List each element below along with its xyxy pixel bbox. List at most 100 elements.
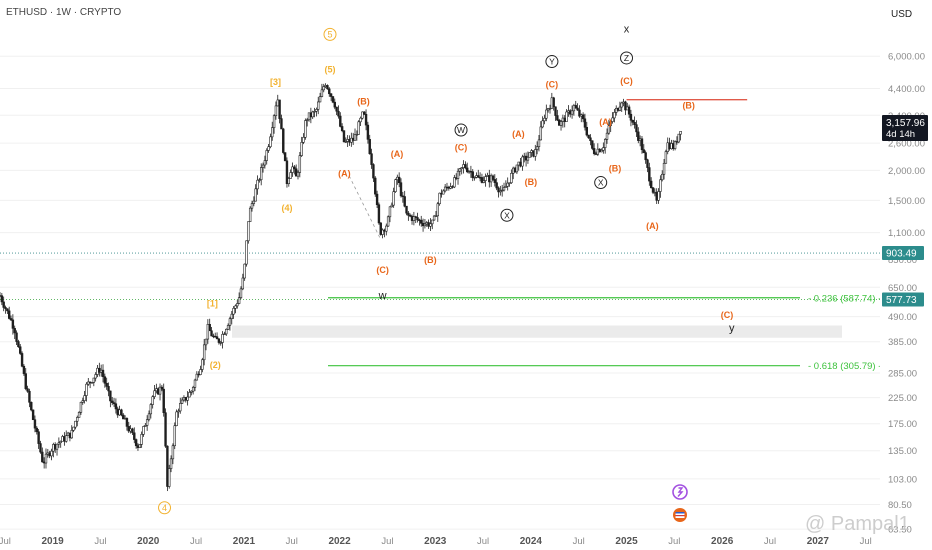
candle-body bbox=[567, 110, 570, 113]
current-price-tag bbox=[882, 114, 928, 141]
candle-body bbox=[513, 167, 517, 173]
candle-body bbox=[267, 146, 270, 151]
wave-label-text: W bbox=[457, 125, 465, 135]
x-tick-label: 2019 bbox=[41, 536, 64, 547]
candle-body bbox=[282, 128, 285, 153]
candle-body bbox=[460, 167, 463, 170]
wave-label-text: 5 bbox=[327, 30, 332, 40]
candle-body bbox=[458, 168, 462, 172]
wave-label: 5 bbox=[323, 27, 337, 41]
candle-body bbox=[646, 159, 649, 168]
candle-body bbox=[258, 179, 261, 181]
candle-body bbox=[407, 212, 410, 216]
candle-body bbox=[305, 119, 309, 121]
y-tick-label: 63.50 bbox=[888, 525, 912, 536]
candle-body bbox=[401, 195, 405, 197]
candle-body bbox=[225, 328, 228, 335]
x-tick-label: 2020 bbox=[137, 536, 160, 547]
wave-label: [1] bbox=[207, 298, 218, 308]
candle-body bbox=[202, 344, 206, 361]
wave-label-ring bbox=[594, 176, 608, 190]
y-tick-label: 490.00 bbox=[888, 312, 917, 323]
candle-body bbox=[592, 148, 596, 154]
candle-body bbox=[223, 333, 226, 336]
candle-body bbox=[315, 109, 318, 112]
candle-body bbox=[578, 109, 581, 117]
x-tick-label: Jul bbox=[477, 536, 489, 547]
candle-body bbox=[329, 93, 333, 97]
wave-label-text: 4 bbox=[162, 503, 167, 513]
candle-body bbox=[648, 167, 651, 182]
candle-body bbox=[90, 382, 94, 384]
candle-body bbox=[285, 160, 289, 184]
flag-icon[interactable] bbox=[673, 508, 687, 522]
candle-body bbox=[6, 308, 9, 312]
candle-body bbox=[517, 161, 520, 166]
candle-body bbox=[388, 206, 392, 218]
candle-body bbox=[287, 178, 290, 184]
candle-body bbox=[118, 409, 121, 416]
wave-label: (5) bbox=[325, 65, 336, 75]
candle-body bbox=[519, 161, 522, 167]
candle-body bbox=[169, 458, 173, 469]
candle-body bbox=[188, 392, 191, 398]
candle-body bbox=[478, 177, 482, 179]
wave-label: y bbox=[729, 322, 735, 334]
candle-body bbox=[644, 152, 647, 161]
candle-body bbox=[453, 177, 456, 188]
candle-body bbox=[230, 313, 233, 320]
candle-body bbox=[353, 134, 357, 141]
y-tick-label: 1,500.00 bbox=[888, 196, 925, 207]
y-tick-label: 135.00 bbox=[888, 446, 917, 457]
candle-body bbox=[535, 146, 539, 150]
candle-body bbox=[403, 196, 406, 207]
candle-body bbox=[41, 451, 44, 463]
y-tick-label: 1,100.00 bbox=[888, 228, 925, 239]
candle-body bbox=[280, 118, 283, 130]
candle-body bbox=[541, 120, 544, 128]
candle-body bbox=[383, 229, 386, 232]
candle-body bbox=[212, 335, 215, 338]
candle-body bbox=[204, 338, 208, 346]
candle-body bbox=[160, 386, 164, 390]
candle-body bbox=[59, 440, 62, 444]
candle-body bbox=[600, 150, 603, 153]
candle-body bbox=[326, 85, 329, 90]
candle-body bbox=[344, 141, 348, 143]
candle-body bbox=[552, 97, 555, 108]
candle-body bbox=[438, 192, 441, 205]
candle-body bbox=[436, 203, 439, 217]
candle-body bbox=[495, 182, 498, 189]
candle-body bbox=[307, 112, 311, 121]
candle-body bbox=[265, 150, 268, 161]
x-tick-label: Jul bbox=[286, 536, 298, 547]
candle-body bbox=[374, 177, 377, 195]
candle-body bbox=[291, 166, 294, 173]
candle-body bbox=[304, 120, 307, 138]
candle-body bbox=[512, 167, 515, 174]
candle-body bbox=[363, 111, 366, 115]
price-axis-background bbox=[880, 0, 932, 550]
candle-body bbox=[122, 414, 125, 420]
candle-body bbox=[103, 376, 107, 384]
candle-body bbox=[532, 150, 535, 157]
candle-body bbox=[180, 399, 184, 404]
level-tag bbox=[882, 292, 924, 307]
candle-body bbox=[76, 417, 79, 422]
y-tick-label: 385.00 bbox=[888, 337, 917, 348]
candle-body bbox=[434, 215, 438, 217]
wave-label: W bbox=[454, 123, 468, 137]
candle-body bbox=[114, 403, 118, 410]
candle-body bbox=[559, 121, 563, 126]
candle-body bbox=[504, 186, 508, 188]
candle-body bbox=[77, 411, 81, 418]
candle-body bbox=[156, 388, 160, 395]
candle-body bbox=[85, 383, 88, 396]
candle-body bbox=[675, 141, 679, 143]
candle-body bbox=[429, 223, 432, 227]
candle-body bbox=[381, 229, 384, 235]
hint-icon[interactable] bbox=[672, 484, 688, 500]
candle-body bbox=[379, 222, 382, 235]
wave-label-text: Y bbox=[549, 57, 555, 67]
